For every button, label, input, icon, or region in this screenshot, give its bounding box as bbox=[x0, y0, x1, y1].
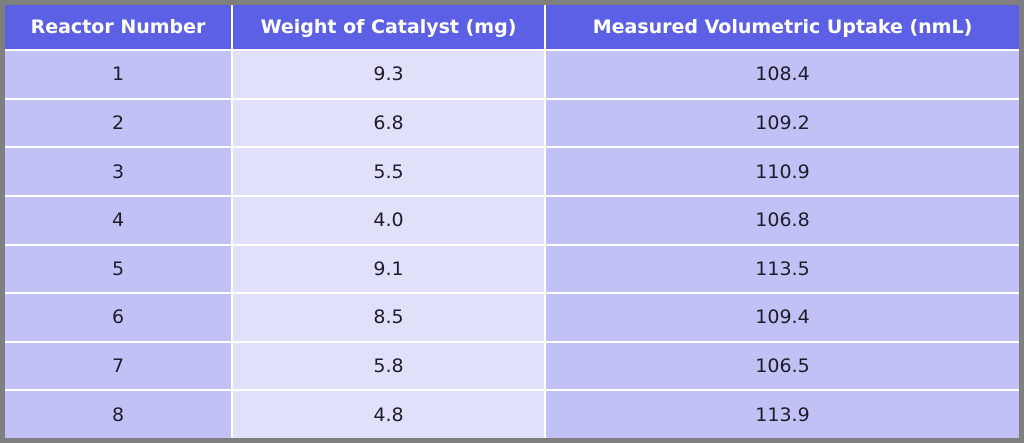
reactor-number-cell: 6 bbox=[5, 292, 233, 343]
table-frame: Reactor Number Weight of Catalyst (mg) M… bbox=[5, 5, 1019, 438]
catalyst-weight-cell: 5.5 bbox=[231, 146, 546, 197]
table-row: 7 5.8 106.5 bbox=[5, 340, 1019, 392]
catalyst-weight-cell: 9.3 bbox=[231, 49, 546, 100]
reactor-number-cell: 4 bbox=[5, 194, 233, 246]
uptake-cell: 113.5 bbox=[544, 243, 1019, 295]
catalyst-weight-cell: 6.8 bbox=[231, 97, 546, 149]
catalyst-weight-cell: 4.8 bbox=[231, 389, 546, 438]
uptake-cell: 106.8 bbox=[544, 194, 1019, 246]
uptake-cell: 109.4 bbox=[544, 292, 1019, 343]
catalyst-weight-cell: 8.5 bbox=[231, 292, 546, 343]
uptake-cell: 113.9 bbox=[544, 389, 1019, 438]
reactor-number-cell: 1 bbox=[5, 49, 233, 100]
reactor-number-cell: 8 bbox=[5, 389, 233, 438]
header-row: Reactor Number Weight of Catalyst (mg) M… bbox=[5, 5, 1019, 51]
table-row: 3 5.5 110.9 bbox=[5, 146, 1019, 197]
uptake-cell: 110.9 bbox=[544, 146, 1019, 197]
table-row: 2 6.8 109.2 bbox=[5, 97, 1019, 149]
reactor-number-cell: 3 bbox=[5, 146, 233, 197]
uptake-cell: 109.2 bbox=[544, 97, 1019, 149]
uptake-cell: 106.5 bbox=[544, 340, 1019, 392]
header-volumetric-uptake: Measured Volumetric Uptake (nmL) bbox=[544, 5, 1019, 51]
catalyst-weight-cell: 4.0 bbox=[231, 194, 546, 246]
reactor-number-cell: 2 bbox=[5, 97, 233, 149]
table-row: 6 8.5 109.4 bbox=[5, 292, 1019, 343]
header-reactor-number: Reactor Number bbox=[5, 5, 233, 51]
reactor-number-cell: 5 bbox=[5, 243, 233, 295]
table-row: 1 9.3 108.4 bbox=[5, 49, 1019, 100]
table-row: 5 9.1 113.5 bbox=[5, 243, 1019, 295]
header-weight-of-catalyst: Weight of Catalyst (mg) bbox=[231, 5, 546, 51]
data-table: Reactor Number Weight of Catalyst (mg) M… bbox=[5, 5, 1019, 438]
catalyst-weight-cell: 5.8 bbox=[231, 340, 546, 392]
table-row: 4 4.0 106.8 bbox=[5, 194, 1019, 246]
reactor-number-cell: 7 bbox=[5, 340, 233, 392]
catalyst-weight-cell: 9.1 bbox=[231, 243, 546, 295]
uptake-cell: 108.4 bbox=[544, 49, 1019, 100]
table-row: 8 4.8 113.9 bbox=[5, 389, 1019, 438]
